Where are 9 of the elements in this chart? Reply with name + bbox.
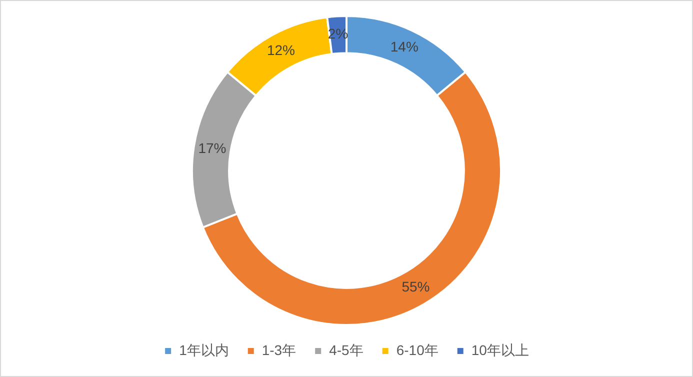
data-label: 17% [198, 140, 226, 156]
data-label: 12% [266, 42, 296, 58]
legend-label: 4-5年 [329, 342, 364, 358]
legend-label: 6-10年 [396, 342, 438, 358]
legend-label: 1-3年 [262, 342, 296, 358]
legend-label: 10年以上 [471, 342, 529, 358]
legend-label: 1年以内 [179, 342, 229, 358]
data-label: 14% [390, 38, 418, 54]
data-label: 55% [402, 278, 430, 294]
